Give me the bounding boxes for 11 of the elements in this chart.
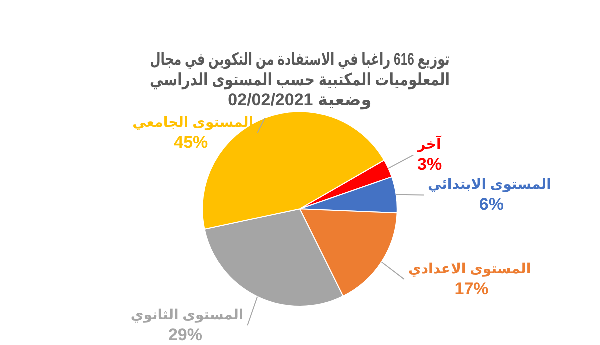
data-label: 3% <box>418 154 442 174</box>
slice-label: المستوى الاعدادي <box>408 260 532 278</box>
chart-title: توزيع 616 راغبا في الاستفادة من التكوين في مجال المعلوميات المكتبية حسب المستوى الدراسي وضعية 02/02/2021 <box>150 51 450 111</box>
slice-label: المستوى الثانوي <box>130 306 244 324</box>
data-label: 45% <box>174 132 208 152</box>
data-label: 29% <box>168 325 202 344</box>
data-label: 17% <box>454 279 489 298</box>
slice-label: المستوى الابتدائي <box>428 176 552 194</box>
data-label: 6% <box>479 194 504 214</box>
slice-label: المستوى الجامعي <box>132 114 254 132</box>
slice-label: آخر <box>416 135 442 154</box>
